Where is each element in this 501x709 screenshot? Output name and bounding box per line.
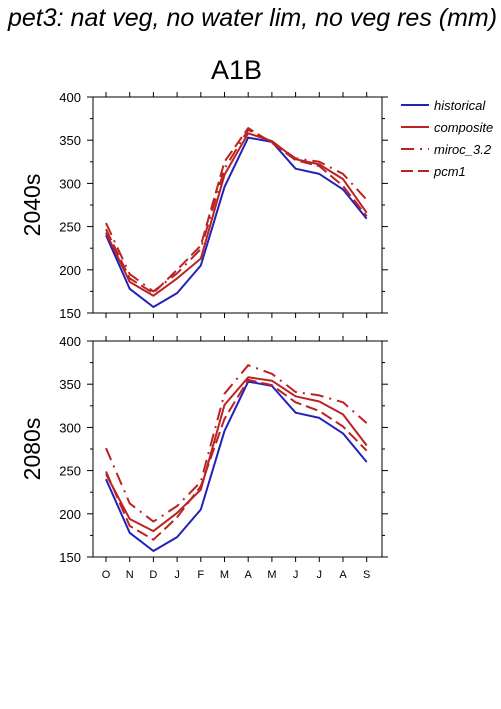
- y-tick-label: 300: [59, 176, 81, 191]
- series-line-historical: [105, 136, 368, 308]
- x-tick-label: A: [339, 569, 347, 581]
- legend: historical composite miroc_3.2 pcm1: [401, 98, 493, 179]
- legend-label: pcm1: [433, 164, 466, 179]
- scenario-subtitle: A1B: [211, 55, 263, 85]
- x-tick-label: S: [363, 569, 370, 581]
- y-tick-label: 150: [59, 306, 81, 321]
- x-tick-label: F: [197, 569, 204, 581]
- y-tick-label: 250: [59, 464, 81, 479]
- y-tick-label: 350: [59, 377, 81, 392]
- series-line-composite: [105, 376, 368, 533]
- x-tick-label: N: [126, 569, 134, 581]
- y-axis-label: 2080s: [19, 418, 45, 481]
- series-line-miroc-3-2: [105, 364, 368, 523]
- x-tick-label: M: [220, 569, 229, 581]
- y-tick-label: 200: [59, 263, 81, 278]
- series-line-pcm1: [105, 378, 368, 541]
- x-tick-label: M: [267, 569, 276, 581]
- panel-2040s: 150 200 250 300 350 400 2040s: [19, 90, 388, 321]
- legend-label: miroc_3.2: [434, 142, 492, 157]
- figure-title: pet3: nat veg, no water lim, no veg res …: [8, 4, 498, 32]
- legend-label: historical: [434, 98, 486, 113]
- series-line-composite: [105, 132, 368, 297]
- panel-2080s: 150 200 250 300 350 400 O N D J F M A M J J A S 2080s: [19, 334, 388, 581]
- y-tick-label: 250: [59, 220, 81, 235]
- y-tick-label: 200: [59, 507, 81, 522]
- series-line-pcm1: [105, 127, 368, 295]
- y-tick-label: 350: [59, 133, 81, 148]
- y-tick-label: 300: [59, 420, 81, 435]
- series-line-miroc-3-2: [105, 128, 368, 293]
- y-tick-label: 400: [59, 90, 81, 105]
- x-tick-label: J: [317, 569, 323, 581]
- series-line-historical: [105, 380, 368, 552]
- plot-frame: [92, 340, 383, 558]
- legend-label: composite: [434, 120, 493, 135]
- x-tick-label: J: [293, 569, 299, 581]
- x-tick-label: J: [174, 569, 180, 581]
- y-tick-label: 400: [59, 334, 81, 349]
- x-tick-label: A: [245, 569, 253, 581]
- y-tick-label: 150: [59, 550, 81, 565]
- x-tick-label: O: [102, 569, 111, 581]
- y-axis-label: 2040s: [19, 174, 45, 237]
- x-tick-label: D: [149, 569, 157, 581]
- plot-frame: [92, 96, 383, 314]
